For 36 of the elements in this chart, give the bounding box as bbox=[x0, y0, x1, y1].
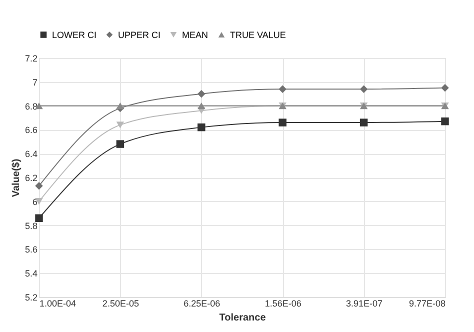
y-tick-label: 5.6 bbox=[24, 244, 38, 255]
x-tick-label: 9.77E-08 bbox=[408, 298, 446, 308]
point bbox=[116, 102, 124, 110]
point bbox=[278, 118, 286, 126]
legend-label: UPPER CI bbox=[118, 30, 161, 40]
point bbox=[360, 118, 368, 126]
point bbox=[198, 90, 206, 98]
y-tick-label: 7.2 bbox=[24, 54, 38, 64]
y-tick-label: 6.6 bbox=[24, 125, 38, 136]
x-tick-label: 1.56E-06 bbox=[264, 298, 302, 308]
y-tick-label: 5.8 bbox=[24, 220, 38, 231]
x-tick-label: 3.91E-07 bbox=[346, 298, 383, 308]
point bbox=[198, 102, 206, 110]
point bbox=[360, 85, 368, 93]
point bbox=[441, 117, 449, 126]
legend-label: TRUE VALUE bbox=[230, 30, 286, 40]
x-tick-label: 2.50E-05 bbox=[102, 298, 139, 308]
point bbox=[441, 84, 449, 92]
legend-label: MEAN bbox=[182, 30, 208, 40]
legend-label: LOWER CI bbox=[52, 30, 97, 40]
point bbox=[35, 214, 43, 222]
y-tick-label: 7 bbox=[32, 77, 38, 88]
point bbox=[198, 123, 206, 132]
point bbox=[116, 140, 124, 148]
y-tick-label: 5.2 bbox=[24, 292, 38, 302]
point bbox=[116, 122, 124, 128]
x-tick-label: 1.00E-04 bbox=[40, 298, 76, 308]
point bbox=[35, 182, 43, 190]
y-tick-label: 6.4 bbox=[24, 149, 38, 160]
y-tick-label: 5.4 bbox=[24, 268, 38, 279]
y-tick-label: 6 bbox=[32, 196, 38, 207]
point bbox=[278, 85, 286, 93]
x-axis-title: Tolerance bbox=[219, 312, 266, 324]
y-tick-label: 6.2 bbox=[24, 173, 38, 183]
y-axis-title: Value($) bbox=[10, 158, 22, 198]
x-tick-label: 6.25E-06 bbox=[184, 298, 220, 308]
